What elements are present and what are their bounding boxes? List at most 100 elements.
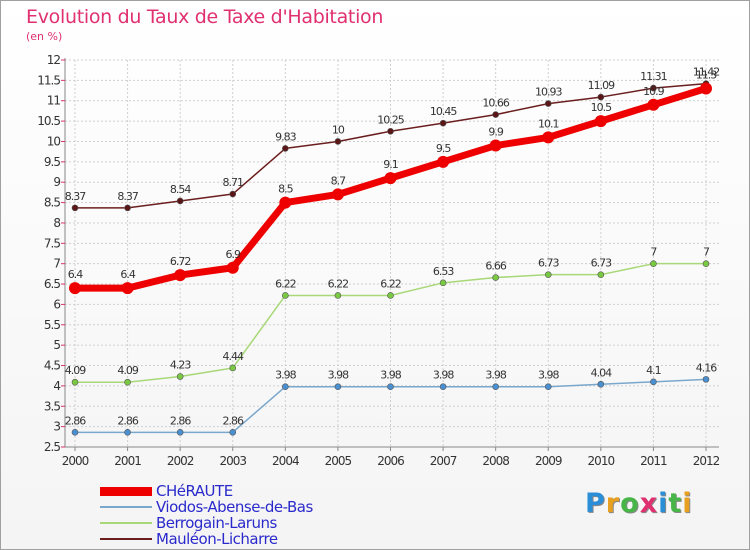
data-point [594, 115, 607, 128]
data-label: 9.5 [436, 142, 451, 155]
data-point [700, 82, 712, 95]
data-label: 4.09 [65, 364, 86, 377]
data-label: 4.1 [646, 364, 661, 377]
data-point [176, 373, 184, 380]
data-point [176, 197, 184, 205]
data-label: 7 [650, 246, 657, 259]
data-point [702, 376, 710, 383]
data-point [492, 111, 499, 118]
data-label: 3.98 [485, 369, 506, 382]
y-tick-label: 5 [53, 338, 60, 352]
data-label: 6.22 [275, 277, 296, 290]
x-tick-label: 2001 [114, 454, 141, 468]
x-tick-label: 2004 [272, 454, 299, 468]
data-point [439, 383, 447, 391]
x-tick-label: 2005 [325, 454, 352, 468]
data-label: 6.73 [591, 257, 612, 270]
data-point [121, 282, 134, 295]
data-label: 8.37 [117, 190, 138, 203]
x-tick-label: 2007 [430, 454, 457, 468]
y-tick-label: 9.5 [44, 155, 60, 169]
data-point [647, 98, 660, 111]
data-label: 2.86 [223, 414, 244, 427]
y-tick-label: 3 [53, 420, 60, 434]
data-label: 8.5 [278, 183, 293, 196]
data-point [650, 260, 657, 267]
data-point [229, 190, 237, 198]
brand-logo: Proxiti [585, 488, 693, 519]
y-tick-label: 4 [53, 379, 60, 393]
data-label: 9.9 [488, 126, 503, 139]
legend-label: CHéRAUTE [156, 482, 233, 500]
data-point [439, 279, 447, 287]
data-label: 10.45 [430, 105, 457, 118]
legend: CHéRAUTE Viodos-Abense-de-Bas Berrogain-La… [100, 483, 313, 547]
data-point [279, 196, 292, 209]
data-point [544, 100, 552, 107]
data-point [437, 155, 450, 168]
data-label: 6.22 [380, 277, 401, 290]
data-point [387, 127, 394, 135]
data-label: 10 [332, 123, 345, 136]
data-label: 10.25 [377, 113, 404, 126]
legend-item: Berrogain-Laruns [100, 515, 313, 531]
data-label: 10.66 [482, 97, 509, 110]
data-label: 7 [703, 246, 710, 259]
data-label: 6.9 [226, 248, 241, 261]
data-label: 10.93 [535, 86, 562, 99]
data-point [124, 204, 131, 212]
y-tick-label: 8.5 [44, 196, 60, 210]
data-label: 8.54 [170, 183, 191, 196]
y-tick-label: 9 [53, 175, 60, 189]
data-label: 6.53 [433, 265, 454, 278]
data-label: 3.98 [328, 369, 349, 382]
chart-unit: (en %) [26, 30, 63, 43]
data-point [176, 429, 184, 436]
data-label: 6.66 [485, 260, 506, 273]
data-label: 4.04 [591, 366, 612, 379]
data-point [124, 429, 131, 436]
data-point [492, 383, 499, 391]
legend-swatch [100, 538, 152, 540]
data-point [387, 292, 394, 299]
data-label: 10.5 [591, 101, 612, 114]
data-point [71, 378, 79, 386]
data-label: 6.22 [328, 277, 349, 290]
data-point [69, 282, 81, 295]
data-point [229, 364, 237, 372]
data-point [650, 378, 657, 386]
data-label: 9.1 [383, 158, 398, 171]
x-tick-label: 2008 [482, 454, 509, 468]
legend-item: CHéRAUTE [100, 483, 313, 499]
data-point [597, 271, 605, 278]
data-point [544, 271, 552, 278]
data-label: 8.7 [331, 174, 346, 187]
data-label: 9.83 [275, 130, 296, 143]
data-label: 3.98 [275, 369, 296, 382]
x-tick-label: 2006 [377, 454, 404, 468]
legend-item: Viodos-Abense-de-Bas [100, 499, 313, 515]
data-point [71, 429, 79, 436]
data-point [226, 261, 239, 274]
y-tick-label: 11 [47, 94, 61, 108]
data-point [282, 383, 289, 391]
data-point [282, 292, 289, 299]
y-tick-label: 4.5 [44, 359, 60, 373]
y-tick-label: 11.5 [37, 73, 60, 87]
y-tick-label: 7.5 [44, 236, 60, 250]
data-point [334, 138, 342, 145]
data-label: 4.23 [170, 359, 191, 372]
y-tick-label: 6 [53, 297, 60, 311]
y-tick-label: 10 [47, 134, 61, 148]
y-tick-label: 5.5 [44, 318, 60, 332]
data-label: 4.16 [696, 361, 717, 374]
data-label: 8.37 [65, 190, 86, 203]
data-label: 2.86 [170, 414, 191, 427]
x-tick-label: 2011 [640, 454, 667, 468]
data-label: 11.09 [588, 79, 615, 92]
data-label: 11.42 [693, 66, 720, 79]
data-label: 6.72 [170, 255, 191, 268]
x-tick-label: 2009 [535, 454, 562, 468]
